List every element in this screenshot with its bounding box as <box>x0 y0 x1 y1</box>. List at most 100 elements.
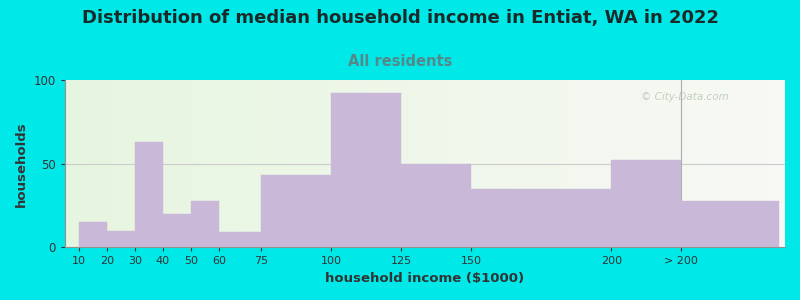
Bar <box>770 80 774 248</box>
Bar <box>443 80 446 248</box>
Bar <box>616 80 619 248</box>
Bar <box>746 80 749 248</box>
Bar <box>69 80 72 248</box>
Bar <box>382 80 386 248</box>
Bar <box>101 80 105 248</box>
Bar <box>436 80 439 248</box>
Bar <box>422 80 425 248</box>
Text: Distribution of median household income in Entiat, WA in 2022: Distribution of median household income … <box>82 9 718 27</box>
Bar <box>526 80 530 248</box>
Bar <box>238 80 242 248</box>
Bar <box>86 80 90 248</box>
Bar <box>655 80 659 248</box>
Bar <box>479 80 482 248</box>
Bar <box>65 80 69 248</box>
Bar <box>682 200 779 247</box>
Bar <box>79 222 107 248</box>
Bar <box>674 80 677 248</box>
Bar <box>115 80 119 248</box>
Bar <box>206 80 209 248</box>
Bar <box>458 80 461 248</box>
Bar <box>587 80 590 248</box>
Bar <box>281 80 285 248</box>
Bar <box>396 80 400 248</box>
Bar <box>220 80 223 248</box>
Bar <box>130 80 134 248</box>
Bar <box>234 80 238 248</box>
Bar <box>611 160 682 247</box>
Bar <box>691 80 695 248</box>
Bar <box>580 80 583 248</box>
Bar <box>371 80 374 248</box>
Bar <box>490 80 494 248</box>
Bar <box>342 80 346 248</box>
Bar <box>547 80 551 248</box>
Bar <box>749 80 753 248</box>
Bar <box>742 80 746 248</box>
Bar <box>364 80 367 248</box>
Bar <box>551 80 554 248</box>
Bar <box>465 80 468 248</box>
Bar <box>166 80 170 248</box>
Bar <box>194 80 198 248</box>
Bar <box>403 80 407 248</box>
Bar <box>638 80 641 248</box>
Bar <box>670 80 674 248</box>
Bar <box>720 80 724 248</box>
Bar <box>158 80 162 248</box>
Bar <box>83 80 86 248</box>
Bar <box>378 80 382 248</box>
Bar <box>184 80 187 248</box>
Bar <box>328 80 331 248</box>
Bar <box>360 80 364 248</box>
Bar <box>475 80 479 248</box>
Bar <box>187 80 191 248</box>
Bar <box>576 80 580 248</box>
Bar <box>122 80 126 248</box>
Bar <box>508 80 511 248</box>
Bar <box>518 80 522 248</box>
Bar <box>429 80 432 248</box>
Bar <box>191 80 194 248</box>
Bar <box>249 80 252 248</box>
Bar <box>134 80 137 248</box>
Bar <box>367 80 371 248</box>
Bar <box>353 80 357 248</box>
Bar <box>137 80 141 248</box>
Bar <box>454 80 458 248</box>
Bar <box>144 80 148 248</box>
Bar <box>724 80 727 248</box>
Bar <box>314 80 317 248</box>
Bar <box>641 80 645 248</box>
Bar <box>782 80 785 248</box>
Bar <box>400 80 403 248</box>
Bar <box>170 80 173 248</box>
Bar <box>486 80 490 248</box>
Bar <box>706 80 710 248</box>
Bar <box>763 80 767 248</box>
Bar <box>554 80 558 248</box>
Bar <box>414 80 418 248</box>
Bar <box>112 80 115 248</box>
Bar <box>299 80 302 248</box>
Bar <box>652 80 655 248</box>
Bar <box>107 231 135 248</box>
Bar <box>198 80 202 248</box>
Bar <box>76 80 79 248</box>
Y-axis label: households: households <box>15 121 28 206</box>
Bar <box>148 80 151 248</box>
Bar <box>245 80 249 248</box>
Bar <box>727 80 731 248</box>
Bar <box>619 80 623 248</box>
Bar <box>494 80 497 248</box>
Bar <box>155 80 158 248</box>
Bar <box>645 80 648 248</box>
Bar <box>173 80 177 248</box>
Bar <box>540 80 544 248</box>
Bar <box>713 80 717 248</box>
Bar <box>734 80 738 248</box>
Bar <box>648 80 652 248</box>
Bar <box>497 80 501 248</box>
Bar <box>292 80 295 248</box>
Bar <box>306 80 310 248</box>
